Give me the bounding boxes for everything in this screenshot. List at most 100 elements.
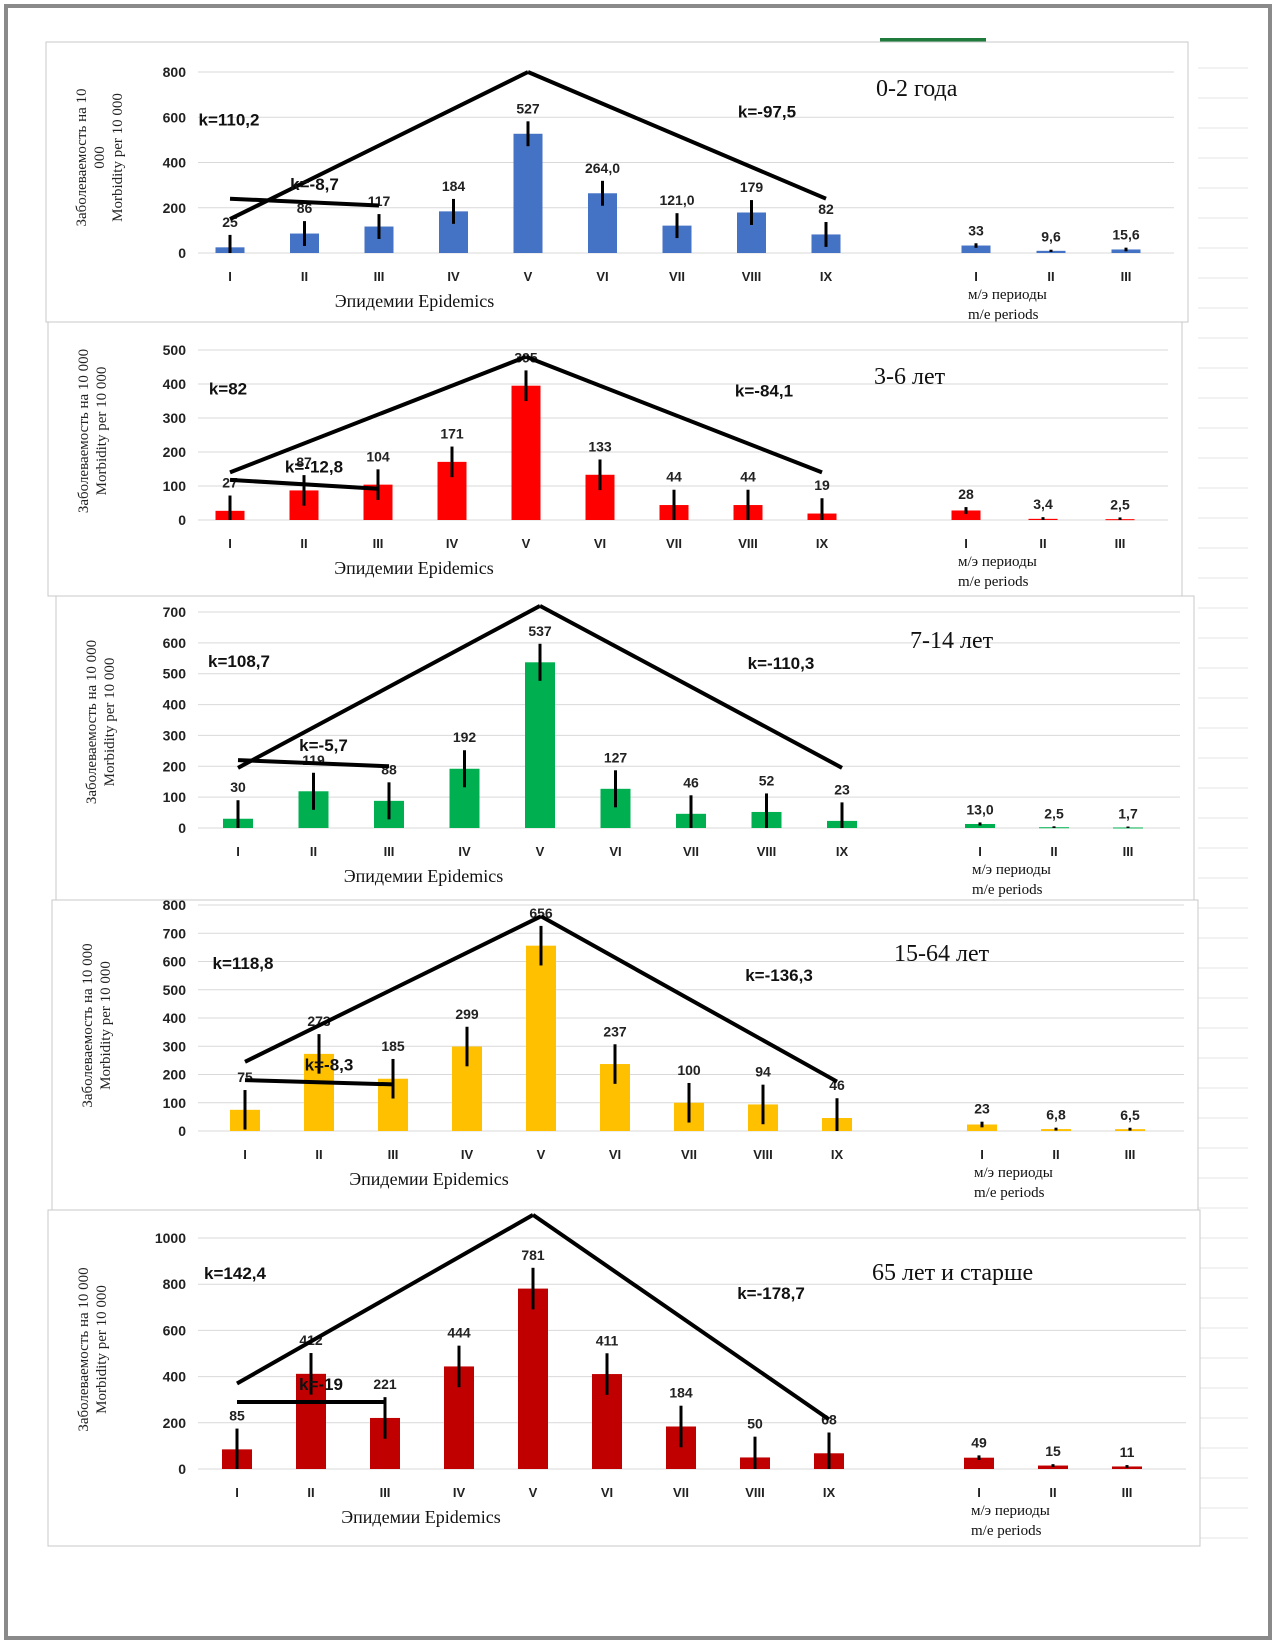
x-tick-label: VIII bbox=[738, 536, 758, 551]
x-tick-label: IX bbox=[816, 536, 829, 551]
mp-x-tick-label: III bbox=[1121, 269, 1132, 284]
panel-border bbox=[45, 41, 1189, 323]
data-label: 527 bbox=[516, 100, 540, 116]
data-label: 133 bbox=[588, 438, 612, 454]
data-label: 264,0 bbox=[585, 160, 620, 176]
x-axis-label: Эпидемии Epidemics bbox=[344, 866, 503, 886]
x-tick-label: II bbox=[307, 1485, 314, 1500]
mp-data-label: 49 bbox=[971, 1434, 987, 1450]
mp-x-tick-label: II bbox=[1050, 844, 1057, 859]
panel-title: 0-2 года bbox=[876, 76, 958, 102]
data-label: 46 bbox=[683, 774, 699, 790]
mp-x-tick-label: II bbox=[1039, 536, 1046, 551]
panel-border bbox=[47, 1209, 1201, 1547]
y-tick-label: 0 bbox=[178, 1123, 186, 1139]
trend-line-mp bbox=[244, 1078, 394, 1087]
trend-fall-label: k=-136,3 bbox=[745, 966, 813, 985]
x-tick-label: II bbox=[310, 844, 317, 859]
data-label: 44 bbox=[740, 469, 756, 485]
mp-data-label: 3,4 bbox=[1033, 496, 1053, 512]
mp-axis-label: m/e periods bbox=[968, 307, 1039, 323]
x-tick-label: III bbox=[384, 844, 395, 859]
mp-axis-label: м/э периоды bbox=[958, 554, 1037, 570]
chart-panel-5: 0 200 400 600 800 1000 Заболеваемость на 10 00… bbox=[47, 1209, 1201, 1547]
y-tick-label: 500 bbox=[163, 666, 187, 682]
mp-bar bbox=[961, 245, 991, 253]
x-tick-label: II bbox=[315, 1147, 322, 1162]
x-axis-label: Эпидемии Epidemics bbox=[334, 558, 493, 578]
data-label: 44 bbox=[666, 469, 682, 485]
data-label: 87 bbox=[296, 454, 312, 470]
chart-panel-3: 0 100 200 300 400 500 600 700 Заболеваемость на … bbox=[55, 595, 1195, 901]
data-label: 237 bbox=[603, 1023, 627, 1039]
trend-rise-label: k=108,7 bbox=[208, 652, 270, 671]
mp-axis-label: m/e periods bbox=[971, 1523, 1042, 1539]
mp-axis-label: m/e periods bbox=[972, 882, 1043, 898]
x-tick-label: VI bbox=[596, 269, 608, 284]
trend-line-mp bbox=[229, 196, 380, 208]
data-label: 537 bbox=[528, 623, 552, 639]
trend-line-rise bbox=[229, 354, 527, 475]
data-label: 221 bbox=[373, 1376, 397, 1392]
x-tick-label: VI bbox=[601, 1485, 613, 1500]
y-axis-label: Заболеваемость на 10 000 Morbidity per 10… bbox=[76, 349, 110, 513]
y-tick-label: 800 bbox=[163, 64, 187, 80]
y-tick-label: 200 bbox=[163, 1415, 187, 1431]
data-label: 85 bbox=[229, 1408, 245, 1424]
header-accent-bar bbox=[880, 38, 986, 42]
data-label: 75 bbox=[237, 1069, 253, 1085]
trend-fall-label: k=-97,5 bbox=[738, 102, 796, 121]
mp-data-label: 23 bbox=[974, 1101, 990, 1117]
mp-x-tick-label: I bbox=[978, 844, 982, 859]
x-tick-label: VI bbox=[594, 536, 606, 551]
trend-line-mp bbox=[237, 758, 390, 769]
mp-axis-label: м/э периоды bbox=[972, 862, 1051, 878]
y-tick-label: 200 bbox=[163, 444, 187, 460]
trend-line-fall bbox=[540, 914, 838, 1084]
mp-axis-label: м/э периоды bbox=[974, 1165, 1053, 1181]
mp-data-label: 11 bbox=[1120, 1444, 1135, 1460]
mp-x-tick-label: I bbox=[980, 1147, 984, 1162]
y-tick-label: 400 bbox=[163, 1010, 187, 1026]
y-axis-label: Заболеваемость на 10 000 Morbidity per 10 … bbox=[74, 88, 126, 226]
data-label: 94 bbox=[755, 1064, 771, 1080]
panel-title: 65 лет и старше bbox=[872, 1260, 1033, 1286]
mp-bar bbox=[967, 1124, 997, 1131]
bar bbox=[511, 385, 541, 520]
bar bbox=[513, 133, 543, 253]
y-tick-label: 100 bbox=[163, 1095, 187, 1111]
mp-axis-label: m/e periods bbox=[958, 574, 1029, 590]
mp-x-tick-label: III bbox=[1122, 1485, 1133, 1500]
x-tick-label: III bbox=[373, 536, 384, 551]
trend-fall-label: k=-84,1 bbox=[735, 382, 793, 401]
y-tick-label: 0 bbox=[178, 820, 186, 836]
figure-frame: 0 200 400 600 800 Заболеваемость на 10 000 Morb… bbox=[4, 4, 1272, 1640]
y-axis-label-line: 000 bbox=[92, 146, 108, 169]
mp-data-label: 2,5 bbox=[1044, 805, 1064, 821]
y-tick-label: 700 bbox=[163, 604, 187, 620]
data-label: 185 bbox=[381, 1038, 405, 1054]
x-tick-label: II bbox=[301, 269, 308, 284]
data-label: 171 bbox=[440, 426, 464, 442]
y-axis-label-line: Morbidity per 10 000 bbox=[98, 961, 114, 1090]
x-tick-label: I bbox=[235, 1485, 239, 1500]
mp-bar bbox=[965, 823, 995, 828]
data-label: 19 bbox=[814, 477, 830, 493]
trend-fall-label: k=-110,3 bbox=[748, 654, 815, 673]
trend-line-fall bbox=[527, 70, 827, 201]
y-axis-label-line: Morbidity per 10 000 bbox=[110, 93, 126, 222]
trend-rise-label: k=118,8 bbox=[213, 954, 274, 973]
y-tick-label: 400 bbox=[163, 376, 187, 392]
mp-x-tick-label: I bbox=[977, 1485, 981, 1500]
y-tick-label: 300 bbox=[163, 410, 187, 426]
data-label: 781 bbox=[521, 1247, 545, 1263]
x-tick-label: III bbox=[388, 1147, 399, 1162]
data-label: 273 bbox=[307, 1013, 331, 1029]
x-tick-label: IX bbox=[831, 1147, 844, 1162]
mp-x-tick-label: II bbox=[1052, 1147, 1059, 1162]
data-label: 444 bbox=[447, 1325, 471, 1341]
mp-data-label: 2,5 bbox=[1110, 496, 1130, 512]
data-label: 30 bbox=[230, 779, 246, 795]
data-label: 184 bbox=[669, 1385, 693, 1401]
data-label: 27 bbox=[222, 475, 238, 491]
